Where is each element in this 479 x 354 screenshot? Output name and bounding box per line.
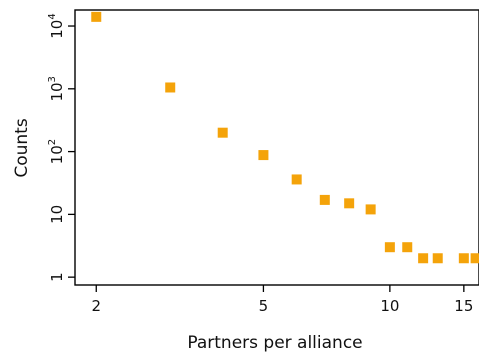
data-point bbox=[418, 253, 429, 264]
y-axis-label: Counts bbox=[12, 118, 32, 177]
y-tick-label: 10 bbox=[48, 205, 66, 224]
data-point bbox=[291, 174, 302, 185]
data-point bbox=[165, 82, 176, 93]
y-tick-label: 102 bbox=[47, 139, 66, 164]
data-point bbox=[217, 127, 228, 138]
y-tick-base: 10 bbox=[48, 145, 66, 164]
x-tick-label: 5 bbox=[259, 297, 269, 315]
plot-frame bbox=[74, 9, 479, 286]
data-point bbox=[402, 242, 413, 253]
y-tick-label: 104 bbox=[47, 13, 66, 38]
y-tick-base: 1 bbox=[48, 272, 66, 282]
x-axis-label: Partners per alliance bbox=[187, 333, 362, 353]
y-tick-exponent: 2 bbox=[47, 139, 58, 145]
data-point bbox=[384, 242, 395, 253]
y-tick-label: 103 bbox=[47, 76, 66, 101]
y-tick-base: 10 bbox=[48, 205, 66, 224]
y-tick-exponent: 3 bbox=[47, 76, 58, 82]
data-point bbox=[458, 253, 469, 264]
y-tick-exponent: 4 bbox=[47, 13, 58, 19]
y-tick-label: 1 bbox=[48, 272, 66, 282]
data-point bbox=[344, 198, 355, 209]
data-point bbox=[319, 194, 330, 205]
y-tick-base: 10 bbox=[48, 20, 66, 39]
x-tick-label: 2 bbox=[91, 297, 101, 315]
x-axis: 2 5 10 15 bbox=[91, 285, 473, 315]
x-tick-label: 15 bbox=[454, 297, 473, 315]
data-points bbox=[91, 11, 479, 264]
x-tick-label: 10 bbox=[380, 297, 399, 315]
data-point bbox=[258, 150, 269, 161]
data-point bbox=[91, 11, 102, 22]
data-point bbox=[365, 204, 376, 215]
data-point bbox=[470, 253, 479, 264]
y-tick-base: 10 bbox=[48, 82, 66, 101]
data-point bbox=[432, 253, 443, 264]
